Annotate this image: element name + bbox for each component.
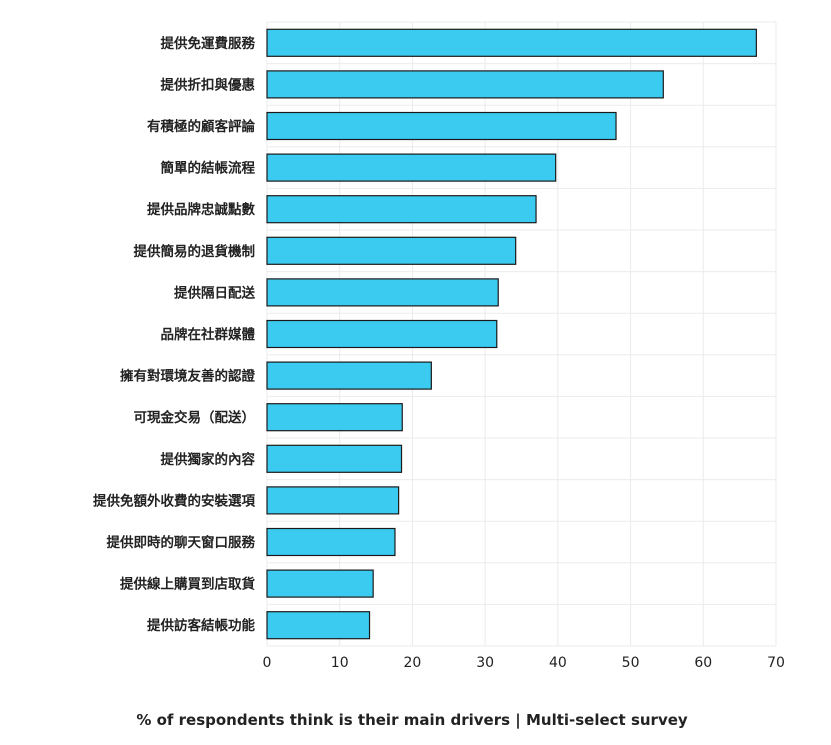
- category-label-10: 提供獨家的內容: [161, 451, 256, 468]
- x-tick-label-4: 40: [549, 655, 567, 671]
- x-tick-label-5: 50: [622, 655, 640, 671]
- bar-6: [266, 278, 499, 307]
- category-label-13: 提供線上購買到店取貨: [120, 576, 255, 593]
- category-label-8: 擁有對環境友善的認證: [120, 368, 255, 385]
- bar-4: [266, 195, 537, 224]
- bar-8: [266, 361, 432, 390]
- x-tick-label-2: 20: [404, 655, 422, 671]
- bar-11: [266, 486, 400, 515]
- bar-10: [266, 444, 403, 473]
- x-tick-label-0: 0: [263, 655, 272, 671]
- category-label-7: 品牌在社群媒體: [161, 326, 256, 343]
- category-label-6: 提供隔日配送: [174, 284, 255, 301]
- bar-0: [266, 28, 757, 57]
- bar-9: [266, 403, 403, 432]
- bar-5: [266, 236, 517, 265]
- bar-7: [266, 319, 498, 349]
- grid-lines: [266, 21, 777, 647]
- category-label-11: 提供免額外收費的安裝選項: [93, 492, 255, 509]
- x-tick-label-1: 10: [331, 655, 349, 671]
- bar-1: [266, 70, 664, 99]
- category-label-12: 提供即時的聊天窗口服務: [107, 534, 256, 551]
- x-tick-labels: 0 10 20 30 40 50 60 70: [263, 655, 785, 671]
- bar-14: [266, 611, 371, 640]
- bar-13: [266, 569, 374, 598]
- category-label-3: 簡單的結帳流程: [161, 160, 256, 177]
- category-label-4: 提供品牌忠誠點數: [147, 201, 255, 218]
- x-tick-label-6: 60: [694, 655, 712, 671]
- category-labels: 提供免運費服務提供折扣與優惠有積極的顧客評論簡單的結帳流程提供品牌忠誠點數提供簡…: [93, 35, 255, 634]
- category-label-14: 提供訪客結帳功能: [147, 617, 255, 634]
- category-label-2: 有積極的顧客評論: [147, 118, 255, 135]
- x-tick-label-3: 30: [476, 655, 494, 671]
- bar-12: [266, 527, 396, 557]
- x-axis-label: % of respondents think is their main dri…: [136, 711, 688, 730]
- bar-3: [266, 153, 557, 182]
- bar-2: [266, 111, 617, 141]
- category-label-0: 提供免運費服務: [161, 35, 256, 52]
- category-label-5: 提供簡易的退貨機制: [134, 243, 256, 260]
- x-tick-label-7: 70: [767, 655, 785, 671]
- bars: [266, 28, 757, 640]
- category-label-9: 可現金交易（配送）: [134, 409, 256, 426]
- category-label-1: 提供折扣與優惠: [161, 76, 256, 93]
